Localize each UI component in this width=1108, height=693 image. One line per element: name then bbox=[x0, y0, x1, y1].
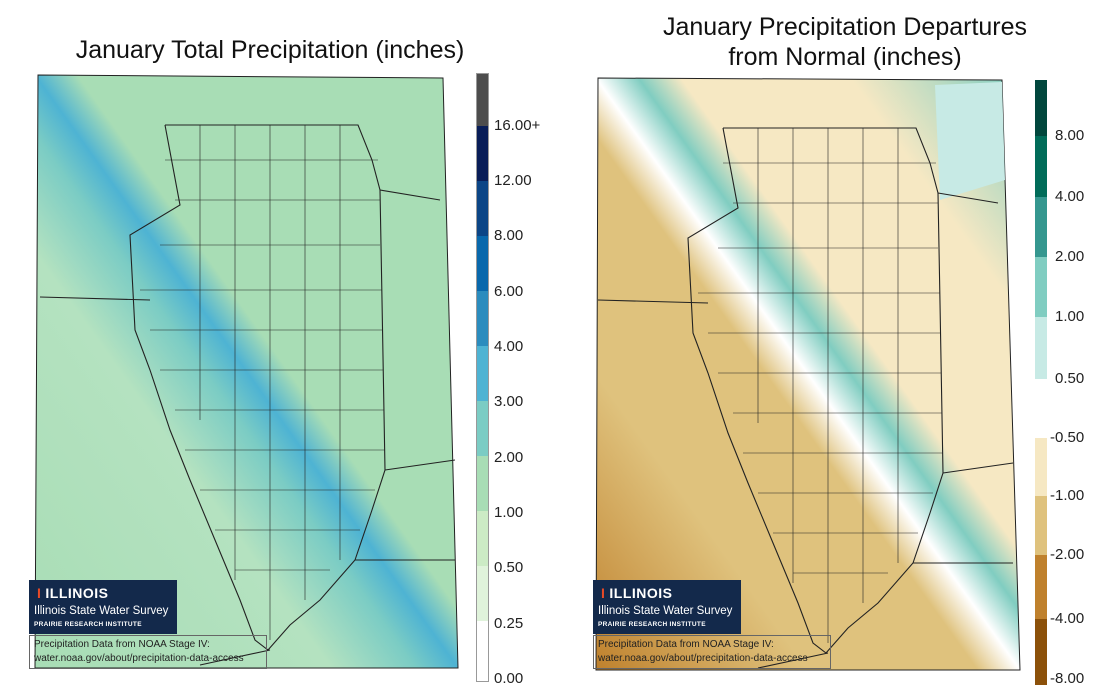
left-map-area bbox=[34, 74, 459, 669]
right-legend-label: -2.00 bbox=[1050, 546, 1085, 563]
left-legend-label: 6.00 bbox=[494, 283, 524, 300]
right-legend-label: 1.00 bbox=[1055, 308, 1085, 325]
left-legend-label: 8.00 bbox=[494, 227, 524, 244]
right-legend-swatch bbox=[1035, 379, 1047, 438]
left-legend-swatch bbox=[477, 236, 488, 291]
left-legend-bar bbox=[476, 73, 489, 682]
lake-michigan bbox=[935, 82, 1005, 200]
right-legend-swatch bbox=[1035, 438, 1047, 496]
logo-institute: PRAIRIE RESEARCH INSTITUTE bbox=[598, 621, 706, 628]
logo-name-text: ILLINOIS bbox=[45, 585, 109, 601]
left-legend-label: 16.00+ bbox=[494, 117, 541, 134]
isws-logo: I ILLINOIS Illinois State Water Survey PR… bbox=[593, 580, 741, 634]
right-legend-swatch bbox=[1035, 496, 1047, 555]
right-title-line2: from Normal (inches) bbox=[728, 43, 962, 71]
left-legend-swatch bbox=[477, 346, 488, 401]
left-county-grid bbox=[140, 125, 385, 640]
data-credit: Precipitation Data from NOAA Stage IV: w… bbox=[29, 635, 267, 669]
illinois-block-i-icon: I bbox=[601, 585, 606, 601]
right-legend-label: 8.00 bbox=[1055, 127, 1085, 144]
logo-institute: PRAIRIE RESEARCH INSTITUTE bbox=[34, 621, 142, 628]
logo-name: I ILLINOIS bbox=[601, 585, 673, 601]
credit-line1: Precipitation Data from NOAA Stage IV: bbox=[598, 639, 774, 650]
left-legend-swatch bbox=[477, 621, 488, 676]
credit-line2: water.noaa.gov/about/precipitation-data-… bbox=[34, 653, 244, 664]
right-legend-label: 2.00 bbox=[1055, 248, 1085, 265]
right-map-title: January Precipitation Departures from No… bbox=[620, 12, 1070, 72]
left-legend-swatch bbox=[477, 401, 488, 456]
left-legend-label: 3.00 bbox=[494, 393, 524, 410]
left-legend-label: 12.00 bbox=[494, 172, 532, 189]
right-legend-swatch bbox=[1035, 257, 1047, 317]
right-legend-label: 0.50 bbox=[1055, 370, 1085, 387]
right-legend-label: 4.00 bbox=[1055, 188, 1085, 205]
right-legend-swatch bbox=[1035, 80, 1047, 136]
left-legend-swatch bbox=[477, 126, 488, 181]
isws-logo: I ILLINOIS Illinois State Water Survey PR… bbox=[29, 580, 177, 634]
right-county-grid bbox=[698, 128, 943, 643]
credit-line2: water.noaa.gov/about/precipitation-data-… bbox=[598, 653, 808, 664]
left-legend-swatch bbox=[477, 456, 488, 511]
right-map-area bbox=[595, 77, 1021, 671]
left-illinois-outline bbox=[39, 124, 456, 666]
left-legend-label: 2.00 bbox=[494, 449, 524, 466]
right-legend-bar bbox=[1035, 80, 1047, 685]
logo-name-text: ILLINOIS bbox=[609, 585, 673, 601]
right-title-line1: January Precipitation Departures bbox=[662, 13, 1028, 41]
right-legend-swatch bbox=[1035, 555, 1047, 619]
logo-org: Illinois State Water Survey bbox=[598, 605, 733, 617]
left-legend-label: 4.00 bbox=[494, 338, 524, 355]
credit-line1: Precipitation Data from NOAA Stage IV: bbox=[34, 639, 210, 650]
right-legend-label: -4.00 bbox=[1050, 610, 1085, 627]
left-legend-label: 0.25 bbox=[494, 615, 524, 632]
left-legend-swatch bbox=[477, 291, 488, 346]
right-legend-swatch bbox=[1035, 317, 1047, 379]
logo-name: I ILLINOIS bbox=[37, 585, 109, 601]
left-legend-swatch bbox=[477, 74, 488, 126]
left-legend-swatch bbox=[477, 566, 488, 621]
right-illinois-outline bbox=[597, 127, 1014, 669]
right-legend-label: -8.00 bbox=[1050, 670, 1085, 687]
data-credit: Precipitation Data from NOAA Stage IV: w… bbox=[593, 635, 831, 669]
right-legend-swatch bbox=[1035, 197, 1047, 257]
left-map-title: January Total Precipitation (inches) bbox=[75, 36, 465, 64]
left-legend-swatch bbox=[477, 181, 488, 236]
logo-org: Illinois State Water Survey bbox=[34, 605, 169, 617]
left-legend-label: 0.50 bbox=[494, 559, 524, 576]
left-legend-label: 0.00 bbox=[494, 670, 524, 687]
right-legend-swatch bbox=[1035, 136, 1047, 197]
illinois-block-i-icon: I bbox=[37, 585, 42, 601]
right-legend-swatch bbox=[1035, 619, 1047, 685]
right-legend-label: -1.00 bbox=[1050, 487, 1085, 504]
left-legend-swatch bbox=[477, 511, 488, 566]
left-legend-label: 1.00 bbox=[494, 504, 524, 521]
right-legend-label: -0.50 bbox=[1050, 429, 1085, 446]
